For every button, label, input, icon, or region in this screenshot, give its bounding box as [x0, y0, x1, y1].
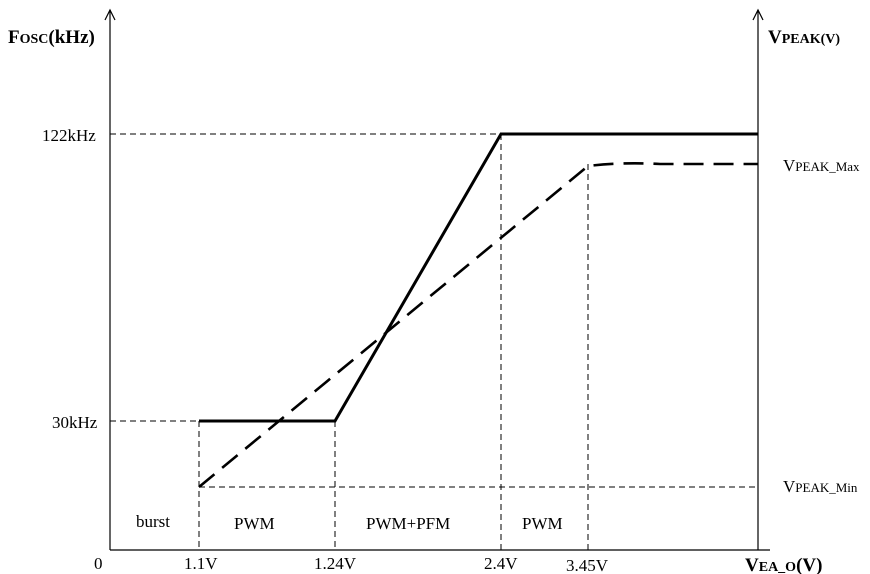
region-label-pwm-pfm: PWM+PFM [366, 514, 450, 533]
left-axis-title-sub: OSC [20, 32, 49, 47]
vpeak-curve-dashed [198, 162, 758, 489]
label-vpeak-max: VPEAK_Max [783, 156, 860, 175]
right-axis-title-sub: PEAK [782, 32, 821, 47]
left-axis-title-unit: (kHz) [48, 27, 94, 48]
x-axis-title: VEA_O(V) [745, 555, 822, 574]
right-axis-arrow [752, 8, 764, 21]
region-label-pwm-1: PWM [234, 514, 275, 533]
fosc-curve-solid [199, 132, 758, 423]
x-axis-title-unit: (V) [796, 555, 822, 574]
label-vpeak-min-sub: PEAK_Min [795, 480, 858, 495]
right-axis-title: VPEAK(V) [768, 27, 840, 48]
label-vpeak-min: VPEAK_Min [783, 477, 858, 496]
y-tick-label-30khz: 30kHz [52, 413, 98, 432]
left-axis-arrow [104, 8, 116, 21]
axes [104, 8, 770, 551]
x-axis-title-sub: EA_O [759, 560, 796, 574]
x-tick-label-2-4v: 2.4V [484, 554, 518, 573]
left-axis-title-main: F [8, 27, 20, 48]
label-vpeak-max-main: V [783, 156, 796, 175]
left-axis-title: FOSC(kHz) [8, 27, 95, 48]
origin-label: 0 [94, 554, 103, 573]
y-tick-label-122khz: 122kHz [42, 126, 96, 145]
label-vpeak-max-sub: PEAK_Max [795, 159, 860, 174]
guide-lines [110, 133, 758, 550]
x-axis-title-main: V [745, 555, 759, 574]
x-tick-label-1-1v: 1.1V [184, 554, 218, 573]
x-tick-label-1-24v: 1.24V [314, 554, 357, 573]
region-label-burst: burst [136, 512, 170, 531]
x-tick-label-3-45v: 3.45V [566, 556, 609, 574]
region-label-pwm-2: PWM [522, 514, 563, 533]
label-vpeak-min-main: V [783, 477, 796, 496]
right-axis-title-main: V [768, 27, 782, 48]
right-axis-title-unit: (V) [821, 32, 841, 47]
